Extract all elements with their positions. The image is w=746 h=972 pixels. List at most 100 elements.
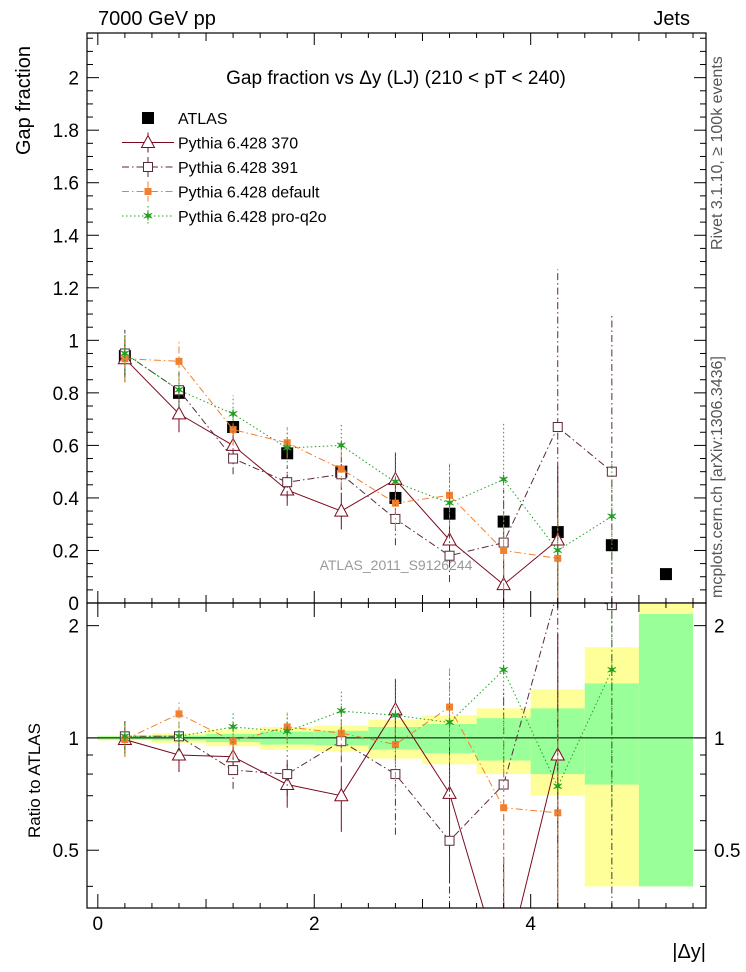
ratio-ytick-label-right: 1 [714,729,725,750]
ratio-point-0 [333,787,349,802]
main-point-2 [282,477,293,488]
main-ytick-label: 1.6 [53,174,79,195]
legend: ATLAS Pythia 6.428 370 Pythia 6.428 391 Pyt… [122,111,327,226]
main-point-4: ✶ [336,438,347,453]
ratio-point-2 [554,809,562,817]
main-point-3 [337,465,345,473]
ratio-point-2 [391,741,399,749]
main-ytick-label: 1.4 [53,226,80,247]
ratio-line-3 [124,669,613,788]
side-label-bottom: mcplots.cern.ch [arXiv:1306.3436] [709,356,726,598]
main-point-4: ✶ [228,406,239,421]
main-plot: ✶ ✶ ✶ ✶ ✶ ✶ ✶ ✶ ✶ ✶ 0 0.2 0.4 0.6 0.8 1 1.2 1.4 1.6 1.8 2 G… [13,32,707,615]
ratio-point-3: ✶ [336,704,347,719]
main-point-1 [333,503,349,517]
ratio-series-group: ✶ ✶ ✶ ✶ ✶ ✶ ✶ ✶ ✶ ✶ [117,603,617,908]
main-point-3 [391,499,399,507]
main-point-4: ✶ [552,543,563,558]
ratio-point-3: ✶ [498,663,509,678]
ratio-point-3: ✶ [228,719,239,734]
ratio-xtick-label: 4 [525,914,536,935]
main-line-4 [124,353,613,552]
main-line-2 [124,353,613,557]
ratio-xtick-label: 2 [309,914,320,935]
ratio-band-green [476,718,531,761]
ratio-point-3: ✶ [552,779,563,794]
side-label-top: Rivet 3.1.10, ≥ 100k events [709,56,726,250]
main-point-0 [659,568,672,581]
ratio-point-0 [171,746,187,761]
main-plot-marks: ✶ ✶ ✶ ✶ ✶ ✶ ✶ ✶ ✶ ✶ [117,269,672,603]
ratio-point-3: ✶ [174,729,185,744]
ratio-point-1 [228,765,239,776]
main-point-4: ✶ [498,472,509,487]
main-ytick-label: 0.8 [53,384,79,405]
legend-label: Pythia 6.428 pro-q2o [178,209,327,226]
ratio-point-2 [121,736,129,744]
main-point-0 [605,539,618,552]
ratio-point-1 [173,731,184,742]
legend-label: Pythia 6.428 default [178,185,320,202]
main-point-3 [446,491,454,499]
watermark: ATLAS_2011_S9126244 [320,557,473,573]
ratio-point-1 [282,769,293,780]
ratio-band-green [638,613,694,887]
ratio-ytick-label: 1 [68,729,79,750]
ratio-ytick-label: 0.5 [53,841,79,862]
ratio-point-2 [500,804,508,812]
main-ytick-label: 0.6 [53,436,79,457]
legend-marker [140,134,156,148]
main-ytick-label: 0 [68,594,79,615]
main-plot-title: Gap fraction vs Δy (LJ) (210 < pT < 240) [226,68,566,89]
ratio-plot-xlabel: |Δy| [672,941,706,963]
ratio-point-2 [175,710,183,718]
main-ytick-label: 0.2 [53,541,79,562]
legend-marker [142,112,154,124]
main-point-2 [552,422,563,433]
main-ytick-label: 1.2 [53,279,79,300]
main-ytick-label: 1.8 [53,121,79,142]
main-point-1 [171,405,187,420]
ratio-ytick-label-right: 2 [714,617,725,638]
ratio-ytick-label: 2 [68,617,79,638]
main-point-4: ✶ [390,475,401,490]
ratio-point-1 [444,835,455,846]
ratio-xtick-label: 0 [93,914,104,935]
header-left: 7000 GeV pp [98,8,216,30]
main-point-1 [442,531,457,546]
main-point-3 [283,439,291,447]
header-right: Jets [653,8,690,30]
main-point-3 [121,355,129,363]
main-point-4: ✶ [119,346,130,361]
legend-label: ATLAS [178,111,228,128]
main-point-4: ✶ [282,441,293,456]
main-point-2 [228,453,239,464]
ratio-point-3: ✶ [444,715,455,730]
main-point-2 [444,550,455,561]
ratio-plot-marks: ✶ ✶ ✶ ✶ ✶ ✶ ✶ ✶ ✶ ✶ [117,603,617,908]
main-point-4: ✶ [444,496,455,511]
main-plot-ylabel: Gap fraction [13,46,35,155]
ratio-plot-frame [86,602,707,909]
ratio-plot-ylabel: Ratio to ATLAS [25,723,44,838]
main-point-3 [500,546,508,554]
main-ytick-label: 0.4 [53,489,80,510]
main-point-3 [229,426,237,434]
main-point-3 [175,357,183,365]
main-ytick-label: 2 [68,69,79,90]
ratio-line-1 [124,603,613,842]
ratio-plot-ticks: 0.5 0.5 1 1 2 2 0 2 4 [53,603,740,935]
legend-label: Pythia 6.428 391 [178,160,298,177]
ratio-point-3: ✶ [119,729,130,744]
main-ytick-label: 1 [68,331,79,352]
legend-marker [144,188,152,195]
main-point-4: ✶ [606,509,617,524]
main-plot-ticks: 0 0.2 0.4 0.6 0.8 1 1.2 1.4 1.6 1.8 2 [53,33,706,615]
legend-marker: ✶ [143,209,154,224]
legend-label: Pythia 6.428 370 [178,136,298,153]
legend-marker [143,162,153,172]
main-point-4: ✶ [174,383,185,398]
ratio-point-0 [442,785,457,799]
ratio-point-2 [229,737,237,745]
